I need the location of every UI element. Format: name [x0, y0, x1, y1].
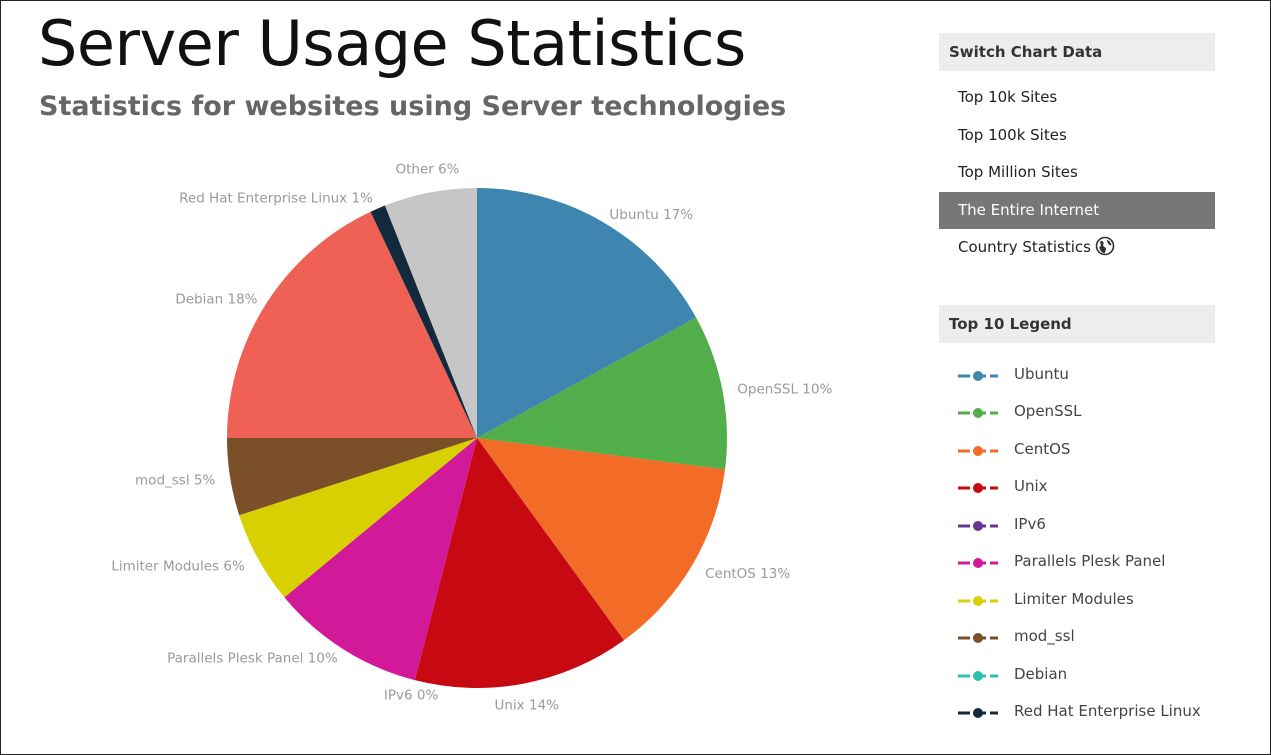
legend-label: Limiter Modules	[1014, 589, 1134, 608]
legend-label: Parallels Plesk Panel	[1014, 552, 1166, 570]
switch-item-top-10k[interactable]: Top 10k Sites	[939, 79, 1215, 117]
pie-slice[interactable]	[414, 438, 624, 689]
legend-item[interactable]: mod_ssl	[939, 617, 1215, 655]
legend-swatch-icon	[958, 403, 998, 418]
legend-item[interactable]: OpenSSL	[939, 392, 1215, 430]
switch-item-top-million[interactable]: Top Million Sites	[939, 154, 1215, 192]
slice-label: Red Hat Enterprise Linux 1%	[179, 191, 373, 207]
legend-label: Unix	[1014, 477, 1048, 495]
legend-swatch-icon	[958, 666, 998, 681]
page-subtitle: Statistics for websites using Server tec…	[39, 91, 787, 122]
legend-swatch-icon	[958, 441, 998, 456]
legend-label: CentOS	[1014, 439, 1071, 458]
legend-item[interactable]: Red Hat Enterprise Linux	[939, 692, 1215, 730]
pie-slice[interactable]	[370, 205, 477, 438]
legend-item[interactable]: Debian	[939, 655, 1215, 693]
pie-slice[interactable]	[227, 211, 477, 438]
legend-item[interactable]: Parallels Plesk Panel	[939, 542, 1215, 580]
switch-panel-header: Switch Chart Data	[939, 33, 1215, 71]
legend-swatch-icon	[958, 366, 998, 381]
switch-item-top-100k[interactable]: Top 100k Sites	[939, 117, 1215, 155]
legend-item[interactable]: Limiter Modules	[939, 580, 1215, 618]
pie-slice[interactable]	[477, 438, 726, 641]
legend-item[interactable]: Unix	[939, 467, 1215, 505]
slice-label: Limiter Modules 6%	[111, 559, 245, 575]
pie-slice[interactable]	[284, 438, 477, 681]
slice-label: IPv6 0%	[384, 688, 439, 704]
legend-label: OpenSSL	[1014, 402, 1082, 420]
legend-label: Debian	[1014, 664, 1068, 683]
legend-panel-header: Top 10 Legend	[939, 304, 1215, 343]
legend-swatch-icon	[958, 516, 998, 531]
pie-slice[interactable]	[384, 188, 477, 438]
switch-item-label: Top Million Sites	[958, 163, 1078, 181]
pie-slice[interactable]	[477, 317, 728, 470]
switch-item-label: Country Statistics	[958, 238, 1091, 256]
legend-item[interactable]: Ubuntu	[939, 355, 1215, 393]
legend-list: Ubuntu OpenSSL CentOS Unix IPv6 Parallels Ple…	[939, 355, 1215, 730]
switch-item-label: Top 10k Sites	[958, 88, 1058, 106]
legend-swatch-icon	[958, 478, 998, 493]
slice-label: Parallels Plesk Panel 10%	[167, 651, 338, 667]
switch-item-country-statistics[interactable]: Country Statistics	[939, 229, 1215, 267]
slice-label: OpenSSL 10%	[737, 381, 832, 397]
switch-item-label: The Entire Internet	[958, 200, 1100, 219]
legend-item[interactable]: IPv6	[939, 505, 1215, 543]
slice-label: Other 6%	[395, 162, 459, 178]
legend-swatch-icon	[958, 553, 998, 568]
globe-icon	[1095, 233, 1115, 271]
pie-chart: Ubuntu 17% OpenSSL 10% CentOS 13% Unix 14% I…	[111, 162, 832, 714]
switch-list: Top 10k Sites Top 100k Sites Top Million…	[939, 79, 1215, 267]
slice-label: Unix 14%	[494, 697, 559, 713]
slice-label: CentOS 13%	[705, 566, 790, 582]
pie-slice[interactable]	[239, 438, 477, 598]
legend-swatch-icon	[958, 703, 998, 718]
legend-swatch-icon	[958, 591, 998, 606]
sidebar: Switch Chart Data Top 10k Sites Top 100k…	[939, 33, 1215, 730]
pie-slice[interactable]	[477, 188, 697, 438]
legend-label: Ubuntu	[1014, 364, 1069, 383]
legend-label: IPv6	[1014, 514, 1046, 533]
pie-slice[interactable]	[227, 438, 477, 516]
legend-swatch-icon	[958, 628, 998, 643]
legend-label: Red Hat Enterprise Linux	[1014, 702, 1201, 720]
legend-item[interactable]: CentOS	[939, 430, 1215, 468]
switch-item-label: Top 100k Sites	[958, 125, 1067, 144]
legend-label: mod_ssl	[1014, 627, 1075, 645]
page-title: Server Usage Statistics	[38, 7, 746, 80]
switch-item-entire-internet[interactable]: The Entire Internet	[939, 191, 1215, 229]
slice-label: mod_ssl 5%	[135, 473, 215, 489]
slice-label: Debian 18%	[175, 292, 257, 308]
slice-label: Ubuntu 17%	[609, 207, 693, 223]
